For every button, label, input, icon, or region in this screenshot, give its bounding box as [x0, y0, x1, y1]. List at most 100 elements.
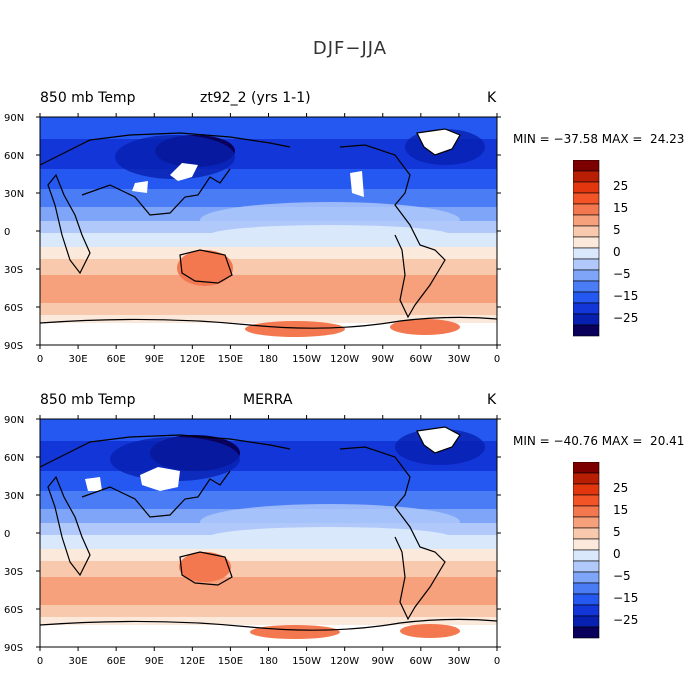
lat-label: 90N: [4, 415, 24, 426]
lat-label: 60S: [4, 303, 23, 314]
colorbar-swatch: [573, 516, 600, 529]
colorbar-swatch: [573, 472, 600, 485]
colorbar-label: 0: [613, 245, 621, 259]
source-label: zt92_2 (yrs 1-1): [200, 90, 311, 106]
colorbar-swatch: [573, 324, 600, 337]
colorbar-label: 25: [613, 481, 628, 495]
temperature-field: [40, 117, 497, 345]
lat-label: 0: [4, 529, 10, 540]
colorbar-swatches: [573, 160, 600, 337]
colorbar-swatch: [573, 203, 600, 216]
colorbar-swatch: [573, 181, 600, 194]
lon-label: 150W: [292, 656, 321, 667]
lon-label: 120W: [330, 354, 359, 365]
min-max-stats: MIN = −40.76 MAX = 20.41: [513, 434, 685, 448]
colorbar-swatch: [573, 593, 600, 606]
lat-label: 60N: [4, 151, 24, 162]
lon-label: 150W: [292, 354, 321, 365]
lon-label: 30W: [448, 656, 471, 667]
colorbar-swatch: [573, 225, 600, 238]
colorbar-swatch: [573, 462, 600, 474]
colorbar-labels: 25 15 5 0 −5 −15 −25: [613, 481, 638, 627]
lon-label: 180: [259, 656, 278, 667]
lon-label: 30W: [448, 354, 471, 365]
colorbar-swatch: [573, 160, 600, 172]
colorbar-label: 5: [613, 223, 621, 237]
map-plot-merra: 90N 60N 30N 0 30S 60S 90S 0 30E 60E 90E 120E 150E 180…: [4, 415, 501, 667]
variable-label: 850 mb Temp: [40, 90, 136, 106]
colorbar-label: −5: [613, 267, 631, 281]
colorbar-swatch: [573, 192, 600, 205]
lat-label: 60N: [4, 453, 24, 464]
lat-label: 0: [4, 227, 10, 238]
lon-label: 60W: [410, 354, 433, 365]
colorbar-label: 5: [613, 525, 621, 539]
lon-label: 60E: [107, 656, 126, 667]
colorbar-label: −25: [613, 311, 638, 325]
colorbar-swatch: [573, 236, 600, 249]
axis-ticks: 90N 60N 30N 0 30S 60S 90S 0 30E 60E 90E 120E 150E 180…: [4, 113, 501, 365]
colorbar-swatch: [573, 604, 600, 617]
colorbar-swatch: [573, 313, 600, 326]
colorbar-swatch: [573, 538, 600, 551]
lon-label: 150E: [218, 656, 243, 667]
colorbar-swatch: [573, 302, 600, 315]
lon-label: 0: [494, 656, 500, 667]
lon-label: 90E: [145, 656, 164, 667]
temperature-field: [40, 419, 497, 647]
figure-title: DJF−JJA: [312, 38, 388, 59]
lon-label: 30E: [69, 354, 88, 365]
lat-label: 30S: [4, 567, 23, 578]
lon-label: 90W: [371, 354, 394, 365]
lat-label: 30N: [4, 491, 24, 502]
lat-label: 30N: [4, 189, 24, 200]
colorbar-label: 15: [613, 201, 628, 215]
lat-label: 90N: [4, 113, 24, 124]
variable-label: 850 mb Temp: [40, 392, 136, 408]
lon-label: 60E: [107, 354, 126, 365]
colorbar-swatch: [573, 527, 600, 540]
colorbar-swatch: [573, 247, 600, 260]
lat-label: 90S: [4, 643, 23, 654]
lon-label: 90W: [371, 656, 394, 667]
colorbar: 25 15 5 0 −5 −15 −25: [573, 462, 638, 639]
colorbar-swatch: [573, 291, 600, 304]
colorbar-swatch: [573, 505, 600, 518]
colorbar-swatch: [573, 582, 600, 595]
lon-label: 120E: [180, 656, 205, 667]
colorbar-label: −5: [613, 569, 631, 583]
colorbar-label: 15: [613, 503, 628, 517]
unit-label: K: [487, 90, 497, 106]
lon-label: 0: [494, 354, 500, 365]
lon-label: 150E: [218, 354, 243, 365]
colorbar-swatch: [573, 615, 600, 628]
lat-label: 90S: [4, 341, 23, 352]
unit-label: K: [487, 392, 497, 408]
map-panel-merra: 90N 60N 30N 0 30S 60S 90S 0 30E 60E 90E 120E 150E 180…: [0, 387, 700, 687]
colorbar-label: −15: [613, 591, 638, 605]
colorbar-swatch: [573, 549, 600, 562]
colorbar-swatch: [573, 170, 600, 183]
colorbar-swatch: [573, 626, 600, 639]
min-max-stats: MIN = −37.58 MAX = 24.23: [513, 132, 685, 146]
coastlines: [40, 128, 497, 329]
source-label: MERRA: [243, 392, 293, 408]
lon-label: 120E: [180, 354, 205, 365]
colorbar-label: 0: [613, 547, 621, 561]
lon-label: 180: [259, 354, 278, 365]
lon-label: 120W: [330, 656, 359, 667]
lon-label: 90E: [145, 354, 164, 365]
lat-label: 60S: [4, 605, 23, 616]
colorbar-swatch: [573, 483, 600, 496]
lat-label: 30S: [4, 265, 23, 276]
lon-label: 60W: [410, 656, 433, 667]
colorbar-swatches: [573, 462, 600, 639]
colorbar-labels: 25 15 5 0 −5 −15 −25: [613, 179, 638, 325]
colorbar-swatch: [573, 571, 600, 584]
lon-label: 30E: [69, 656, 88, 667]
colorbar-swatch: [573, 560, 600, 573]
coastlines: [40, 426, 497, 631]
colorbar-label: −25: [613, 613, 638, 627]
colorbar-swatch: [573, 258, 600, 271]
colorbar: 25 15 5 0 −5 −15 −25: [573, 160, 638, 337]
